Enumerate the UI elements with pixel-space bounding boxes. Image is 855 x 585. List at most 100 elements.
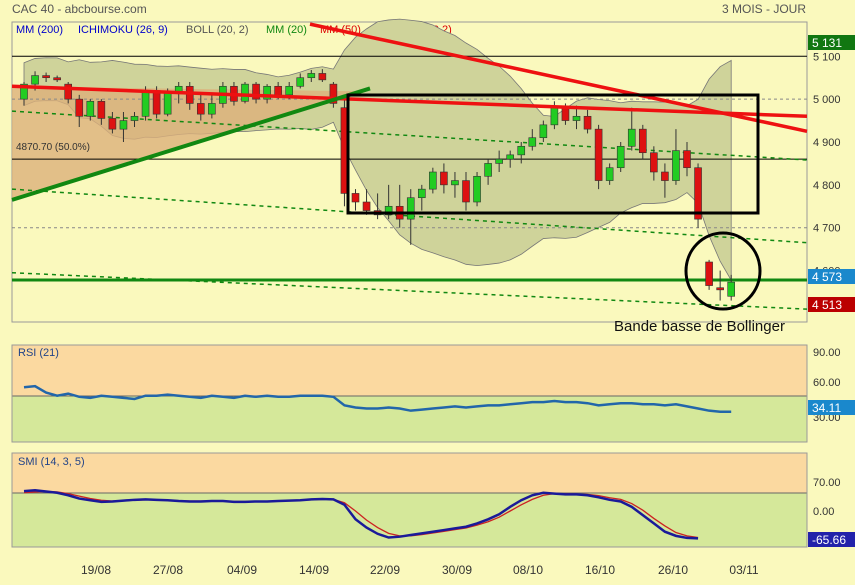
red-trendline-long bbox=[11, 84, 808, 119]
candle-body bbox=[130, 115, 139, 121]
candle-body bbox=[451, 180, 459, 186]
last-low-badge bbox=[808, 297, 855, 312]
candle-body bbox=[185, 85, 194, 104]
candle-body bbox=[627, 128, 636, 147]
smi-tick-0: 0.00 bbox=[813, 506, 834, 518]
green-trendline bbox=[11, 86, 371, 202]
chart-title: CAC 40 - abcbourse.com bbox=[12, 2, 147, 16]
x-tick-label: 26/10 bbox=[658, 563, 688, 577]
candle-body bbox=[20, 83, 28, 100]
rsi-value: 34.11 bbox=[812, 401, 841, 415]
highlight-circle bbox=[684, 231, 762, 311]
legend-item: MM (20) bbox=[266, 24, 307, 36]
smi-value: -65.66 bbox=[812, 533, 846, 547]
candle-body bbox=[506, 154, 515, 160]
candle-body bbox=[241, 83, 249, 102]
candle-body bbox=[583, 115, 592, 130]
rsi-label: RSI (21) bbox=[18, 347, 59, 359]
last-high-value: 5 131 bbox=[812, 36, 842, 50]
smi-tick-70: 70.00 bbox=[813, 477, 841, 489]
last-high-badge bbox=[808, 35, 855, 50]
candle-body bbox=[119, 120, 128, 130]
candle-body bbox=[152, 90, 161, 115]
period-label: 3 MOIS - JOUR bbox=[722, 2, 806, 16]
candle-body bbox=[672, 150, 680, 181]
candle-body bbox=[86, 100, 95, 117]
candle-body bbox=[351, 193, 360, 203]
candle-body bbox=[417, 188, 426, 199]
y-tick-label: 5 000 bbox=[813, 94, 841, 106]
rsi-value-badge bbox=[808, 400, 855, 415]
candle-body bbox=[42, 75, 50, 79]
smi-series-line bbox=[23, 489, 699, 540]
candle-body bbox=[163, 92, 172, 115]
candle-body bbox=[274, 85, 282, 96]
candle-body bbox=[429, 171, 437, 190]
candle-body bbox=[484, 163, 492, 177]
candle-body bbox=[528, 137, 537, 147]
candle-body bbox=[263, 85, 271, 100]
candle-body bbox=[31, 75, 39, 85]
candle-body bbox=[141, 90, 150, 117]
candle-body bbox=[572, 115, 581, 121]
candle-body bbox=[108, 118, 117, 130]
candle-body bbox=[550, 107, 559, 126]
candle-body bbox=[362, 201, 371, 211]
red-trendline-steep bbox=[309, 22, 808, 133]
candle-body bbox=[384, 205, 393, 216]
smi-panel-border bbox=[11, 452, 808, 548]
x-tick-label: 08/10 bbox=[513, 563, 543, 577]
candle-body bbox=[462, 180, 470, 203]
smi-panel-bottom bbox=[12, 493, 807, 547]
smi-panel-top bbox=[12, 453, 807, 493]
rsi-panel-top bbox=[12, 345, 807, 396]
candle-body bbox=[406, 197, 415, 220]
candle-body bbox=[661, 171, 669, 181]
rsi-series-line bbox=[23, 384, 732, 413]
candle-body bbox=[638, 128, 647, 154]
x-tick-label: 22/09 bbox=[370, 563, 400, 577]
candle-body bbox=[296, 77, 305, 87]
smi-label: SMI (14, 3, 5) bbox=[18, 456, 85, 468]
x-axis: 19/08 27/08 04/09 14/09 22/09 30/09 08/10 16/10… bbox=[81, 563, 759, 577]
y-tick-label: 4 900 bbox=[813, 137, 841, 149]
y-tick-label: 5 100 bbox=[813, 51, 841, 63]
candle-body bbox=[694, 167, 702, 220]
rsi-tick-90: 90.00 bbox=[813, 347, 841, 359]
legend-item: MM (200) bbox=[16, 24, 63, 36]
candle-body bbox=[539, 124, 548, 139]
candle-body bbox=[727, 281, 736, 297]
price-layer bbox=[11, 18, 808, 310]
candle-body bbox=[705, 261, 713, 286]
candle-body bbox=[97, 100, 106, 119]
channel-line-middle bbox=[11, 188, 808, 244]
y-tick-label: 4 800 bbox=[813, 180, 841, 192]
candle-body bbox=[64, 83, 72, 100]
candle-body bbox=[716, 287, 724, 291]
last-close-badge bbox=[808, 269, 855, 284]
smi-value-badge bbox=[808, 532, 855, 547]
x-tick-label: 14/09 bbox=[299, 563, 329, 577]
y-tick-label: 4 700 bbox=[813, 223, 841, 235]
candle-body bbox=[616, 145, 625, 169]
smi-layer bbox=[23, 489, 699, 540]
rsi-panel-bottom bbox=[12, 396, 807, 442]
candle-body bbox=[318, 73, 327, 81]
x-tick-label: 03/11 bbox=[729, 563, 758, 577]
candle-body bbox=[495, 158, 503, 164]
candle-body bbox=[650, 152, 658, 173]
rsi-tick-60: 60.00 bbox=[813, 377, 841, 389]
last-low-value: 4 513 bbox=[812, 298, 842, 312]
candle-body bbox=[75, 98, 84, 117]
last-close-value: 4 573 bbox=[812, 270, 842, 284]
candle-body bbox=[53, 77, 61, 81]
candle-body bbox=[252, 83, 260, 100]
bollinger-note: Bande basse de Bollinger bbox=[614, 318, 785, 335]
legend-item: BOLL (20, 2) bbox=[186, 24, 249, 36]
x-tick-label: 27/08 bbox=[153, 563, 183, 577]
fib-50-label: 4870.70 (50.0%) bbox=[16, 142, 90, 153]
candle-body bbox=[440, 171, 448, 186]
